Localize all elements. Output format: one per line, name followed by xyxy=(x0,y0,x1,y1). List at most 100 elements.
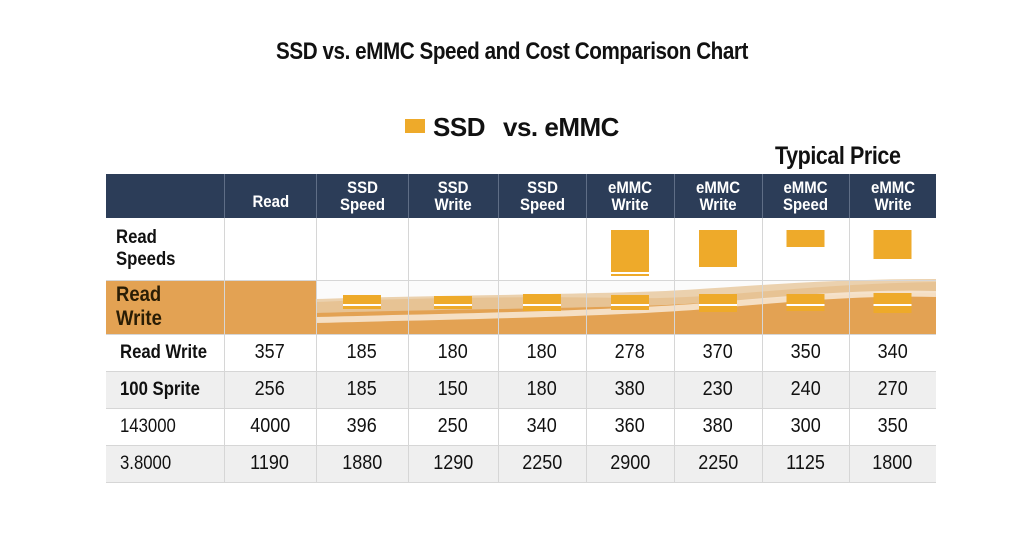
column-header-line: Speed xyxy=(520,195,565,214)
header-row: Read SSD Speed SSD Write SSD Speed eMMC Write eMM… xyxy=(106,174,936,218)
table-cell: 370 xyxy=(674,334,762,371)
column-header-line: Read xyxy=(252,192,289,211)
column-header: SSD Write xyxy=(408,174,498,218)
table-row: 143000 4000 396 250 340 360 380 300 350 xyxy=(106,408,936,445)
write-bar-stripe xyxy=(786,304,825,306)
cell-value: 350 xyxy=(790,341,821,363)
cell-value: 357 xyxy=(254,341,286,363)
row-label-read-write: Read Write xyxy=(106,280,224,334)
legend-label-ssd: SSD xyxy=(433,112,486,142)
write-bar xyxy=(343,295,381,309)
cell-value: 1190 xyxy=(250,452,290,474)
grid-line-vertical xyxy=(408,218,409,482)
cell-value: 2250 xyxy=(521,452,563,474)
table-cell: 180 xyxy=(498,371,586,408)
write-bar-stripe xyxy=(523,304,561,306)
table-cell: 4000 xyxy=(224,408,316,445)
speed-bar xyxy=(699,230,737,267)
write-bar-stripe xyxy=(434,304,472,306)
cell-value: 360 xyxy=(614,415,646,437)
cell-value: 180 xyxy=(526,341,558,363)
cell-value: 250 xyxy=(437,415,469,437)
grid-line-horizontal xyxy=(106,334,936,335)
grid-line-horizontal xyxy=(106,445,936,446)
table-cell: 278 xyxy=(586,334,674,371)
speed-bar xyxy=(873,230,912,259)
speed-bar xyxy=(611,230,649,276)
write-bar xyxy=(523,294,561,311)
table-cell: 350 xyxy=(762,334,849,371)
table-cell: 240 xyxy=(762,371,849,408)
cell-value: 1880 xyxy=(341,452,383,474)
table-row: 3.8000 1190 1880 1290 2250 2900 2250 1125 1800 xyxy=(106,445,936,482)
table-cell: 360 xyxy=(586,408,674,445)
column-header-line: Speed xyxy=(340,195,385,214)
grid-line-horizontal xyxy=(106,408,936,409)
column-header-line: SSD xyxy=(438,178,469,197)
table-cell: 1125 xyxy=(762,445,849,482)
column-header: Read xyxy=(224,174,316,218)
table-cell: 250 xyxy=(408,408,498,445)
grid-line-vertical xyxy=(498,218,499,482)
column-header: SSD Speed xyxy=(498,174,586,218)
cell-value: 2250 xyxy=(697,452,739,474)
trend-wave xyxy=(315,279,936,313)
column-header: eMMC Write xyxy=(674,174,762,218)
grid-line-vertical xyxy=(674,218,675,482)
write-bar xyxy=(434,296,472,309)
table-cell: 350 xyxy=(849,408,936,445)
comparison-table: Read SSD Speed SSD Write SSD Speed eMMC Write eMM… xyxy=(106,174,936,484)
legend: SSD vs. eMMC xyxy=(0,112,1024,143)
row-label-text: Read Write xyxy=(120,341,208,363)
row-label: 143000 xyxy=(106,408,224,445)
table-cell: 380 xyxy=(674,408,762,445)
typical-price-label: Typical Price xyxy=(775,142,901,170)
cell-value: 380 xyxy=(702,415,734,437)
cell-value: 256 xyxy=(254,378,286,400)
grid-line-vertical xyxy=(316,218,317,482)
cell-value: 1800 xyxy=(872,452,913,474)
grid-line-horizontal xyxy=(106,371,936,372)
table-cell: 230 xyxy=(674,371,762,408)
cell-value: 278 xyxy=(614,341,646,363)
cell-value: 270 xyxy=(877,378,908,400)
column-header-line: eMMC xyxy=(696,178,741,197)
cell-value: 1290 xyxy=(432,452,474,474)
write-bar xyxy=(873,293,912,313)
column-header-line: eMMC xyxy=(783,178,829,197)
speed-bar xyxy=(786,230,825,247)
grid-line-vertical xyxy=(586,218,587,482)
row-label-text: 3.8000 xyxy=(120,452,172,474)
table-cell: 1880 xyxy=(316,445,408,482)
cell-value: 396 xyxy=(346,415,378,437)
cell-value: 370 xyxy=(702,341,734,363)
cell-value: 340 xyxy=(877,341,908,363)
row-label: 3.8000 xyxy=(106,445,224,482)
trend-wave-light xyxy=(315,290,936,323)
column-header-line: Write xyxy=(699,195,738,214)
table-cell: 357 xyxy=(224,334,316,371)
cell-value: 300 xyxy=(790,415,821,437)
legend-label-emmc: vs. eMMC xyxy=(503,112,619,142)
column-header-line: Write xyxy=(434,195,473,214)
row-label-text: 143000 xyxy=(120,415,176,437)
table-cell: 180 xyxy=(498,334,586,371)
legend-swatch xyxy=(405,119,426,134)
grid-line-horizontal xyxy=(106,280,936,281)
column-header-line: SSD xyxy=(527,178,558,197)
cell-value: 350 xyxy=(877,415,908,437)
cell-value: 2900 xyxy=(609,452,651,474)
column-header: eMMC Speed xyxy=(762,174,849,218)
table-cell: 1290 xyxy=(408,445,498,482)
cell-value: 340 xyxy=(526,415,558,437)
table-cell: 1190 xyxy=(224,445,316,482)
cell-value: 180 xyxy=(526,378,558,400)
grid-line-vertical xyxy=(849,218,850,482)
cell-value: 185 xyxy=(346,341,378,363)
table-cell: 180 xyxy=(408,334,498,371)
table-cell: 340 xyxy=(498,408,586,445)
column-header-line: Speed xyxy=(783,195,829,214)
cell-value: 240 xyxy=(790,378,821,400)
cell-value: 1125 xyxy=(786,452,825,474)
write-bar-stripe xyxy=(343,304,381,306)
